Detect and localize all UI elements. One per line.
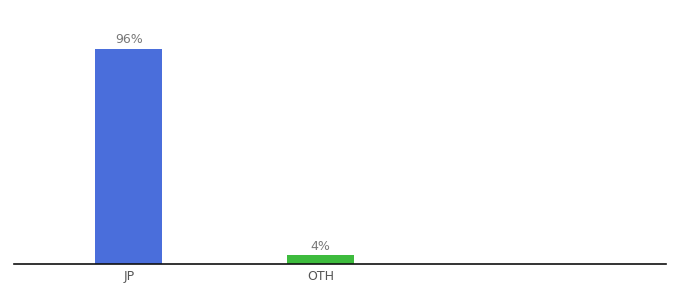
Text: 4%: 4% <box>311 240 330 253</box>
Bar <box>95 49 163 264</box>
Text: 96%: 96% <box>115 33 143 46</box>
Bar <box>287 255 354 264</box>
